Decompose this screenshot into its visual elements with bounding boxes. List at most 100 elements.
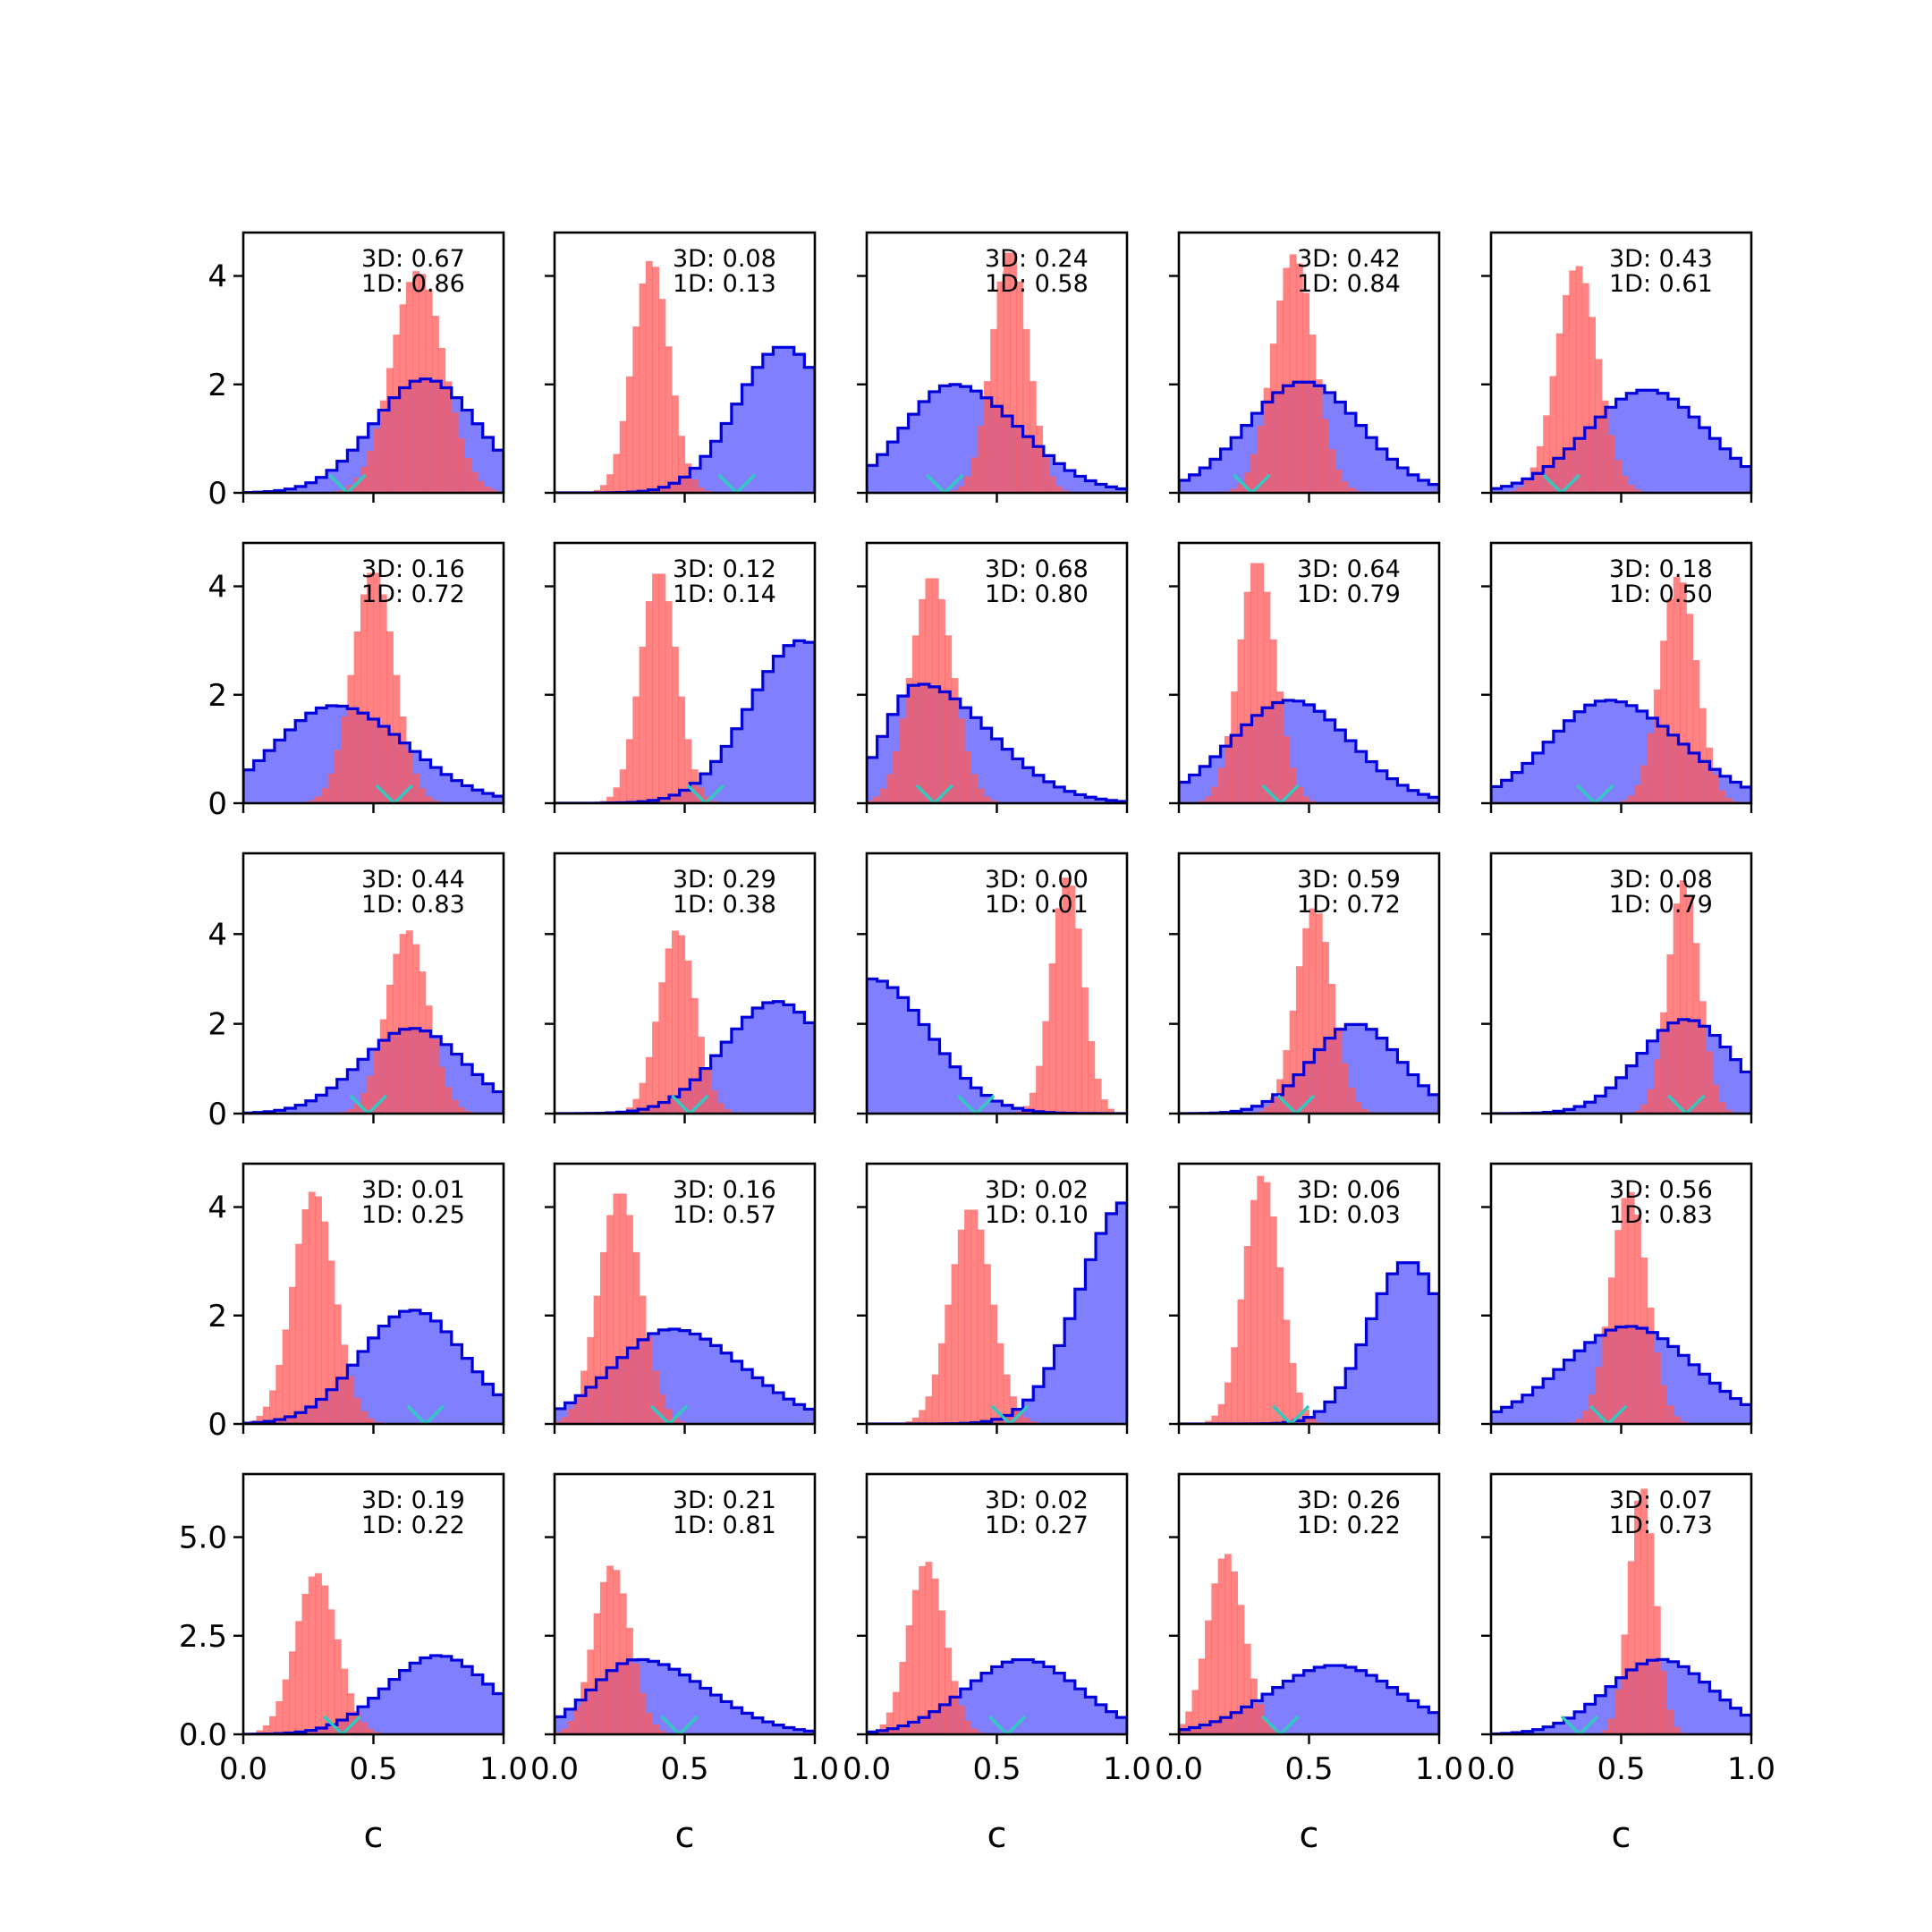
narrow-histogram-bar [678,436,686,493]
narrow-histogram-bar [587,1337,595,1424]
narrow-histogram-bar [1724,798,1733,803]
narrow-histogram-bar [1191,1690,1199,1734]
narrow-histogram-bar [1517,487,1524,493]
narrow-histogram-bar [315,1196,322,1424]
narrow-histogram-bar [438,1066,446,1114]
estimate-marker [323,1715,361,1734]
narrow-histogram-bar [678,1420,686,1424]
narrow-histogram-bar [386,631,394,803]
narrow-histogram-bar [438,347,446,493]
narrow-histogram-bar [1237,1605,1245,1734]
narrow-histogram-bar [1302,292,1310,493]
narrow-histogram-bar [308,1191,316,1424]
estimate-marker [1560,1715,1599,1734]
narrow-histogram-bar [1621,1634,1629,1734]
narrow-histogram-bar [599,1251,607,1424]
narrow-histogram-bar [1653,1059,1661,1114]
narrow-histogram-bar [1263,591,1271,803]
narrow-histogram-bar [1634,1214,1641,1424]
narrow-histogram-bar [275,1364,284,1424]
narrow-histogram-bar [1257,1704,1265,1734]
narrow-histogram-bar [652,573,659,803]
narrow-histogram-bar [1250,563,1258,803]
y-tick-label: 5.0 [179,1521,227,1556]
estimate-marker [686,784,725,803]
plot-area [1179,254,1439,493]
narrow-histogram-bar [1309,801,1317,803]
narrow-histogram-bar [490,489,498,493]
narrow-histogram-bar [925,578,933,803]
estimate-marker [1667,1094,1706,1114]
broad-histogram-fill [555,347,815,493]
score-3d-label: 3D: 0.08 [1609,866,1713,894]
narrow-histogram-bar [970,774,979,803]
broad-histogram-fill [243,1309,504,1424]
estimate-marker [375,784,414,803]
narrow-histogram-bar [373,1421,381,1424]
narrow-histogram-bar [964,1209,971,1424]
y-tick-label: 4 [208,570,227,606]
narrow-histogram-bar [308,1576,316,1734]
broad-histogram-outline [243,1027,504,1114]
narrow-histogram-bar [678,696,686,803]
narrow-histogram-bar [1295,966,1303,1114]
score-1d-label: 1D: 0.61 [1609,270,1713,298]
narrow-histogram-bar [301,1208,309,1424]
narrow-histogram-bar [1360,1108,1368,1114]
plot-area [243,930,504,1114]
x-tick-label: 1.0 [1103,1751,1151,1787]
narrow-histogram-bar [632,1663,640,1734]
narrow-histogram-bar [899,1661,907,1734]
broad-histogram-fill [867,1202,1127,1424]
narrow-histogram-bar [626,1627,633,1734]
narrow-histogram-bar [315,1573,322,1734]
narrow-histogram-bar [613,1193,621,1424]
narrow-histogram-bar [431,800,439,803]
narrow-histogram-bar [360,1411,368,1424]
narrow-histogram-bar [445,1087,453,1114]
x-tick-label: 0.5 [1284,1751,1333,1787]
narrow-histogram-bar [724,1109,732,1114]
plot-area [1491,880,1751,1114]
narrow-histogram-bar [405,750,413,803]
x-axis-label: c [1300,1815,1319,1856]
x-tick-label: 0.0 [843,1751,891,1787]
narrow-histogram-bar [419,971,427,1114]
x-axis-label: c [987,1815,1007,1856]
score-1d-label: 1D: 0.79 [1609,891,1713,919]
narrow-histogram-bar [1295,1392,1303,1424]
narrow-histogram-bar [1581,283,1589,493]
narrow-histogram-bar [1205,1420,1212,1424]
narrow-histogram-bar [1276,1267,1284,1424]
narrow-histogram-bar [919,1410,927,1424]
narrow-histogram-bar [353,478,361,493]
narrow-histogram-bar [1224,1554,1232,1734]
broad-histogram-outline [555,1327,815,1424]
narrow-histogram-bar [1621,800,1629,803]
narrow-histogram-bar [1640,1257,1648,1424]
narrow-histogram-bar [1289,1010,1297,1114]
estimate-marker [649,1404,689,1424]
narrow-histogram-bar [964,1720,971,1734]
score-3d-label: 3D: 0.06 [1297,1176,1401,1204]
narrow-histogram-bar [873,796,881,803]
narrow-histogram-bar [1354,1101,1362,1114]
score-3d-label: 3D: 0.26 [1297,1487,1401,1514]
narrow-histogram-bar [957,486,965,493]
narrow-histogram-bar [431,1038,439,1114]
y-tick-label: 0 [208,1407,227,1443]
y-tick-label: 2 [208,1007,227,1043]
broad-histogram-fill [243,1655,504,1734]
score-3d-label: 3D: 0.43 [1609,245,1713,273]
narrow-histogram-bar [704,1068,712,1114]
narrow-histogram-bar [1283,1050,1291,1114]
narrow-histogram-bar [938,1343,945,1424]
narrow-histogram-bar [573,1706,581,1734]
narrow-histogram-bar [334,1304,342,1424]
x-tick-label: 1.0 [479,1751,528,1787]
narrow-histogram-bar [321,788,329,803]
